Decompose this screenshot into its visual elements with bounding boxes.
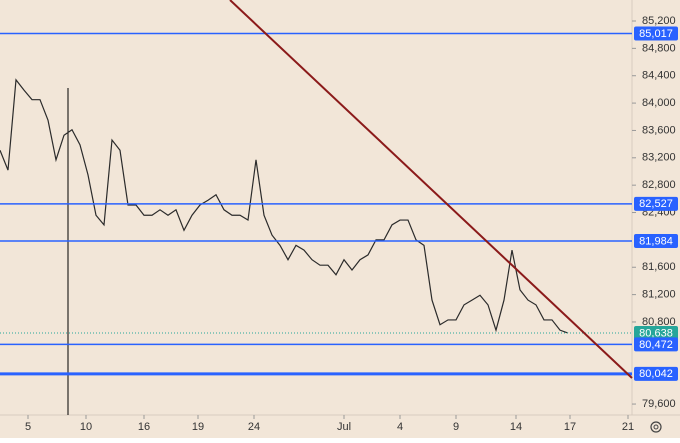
x-tick-label: 10	[80, 421, 92, 433]
y-tick-label: 85,200	[642, 15, 676, 27]
x-tick-label: 14	[510, 421, 522, 433]
x-tick-label: 9	[453, 421, 459, 433]
level-label: 82,527	[639, 198, 673, 210]
level-label: 80,042	[639, 368, 673, 380]
level-label-box	[634, 26, 678, 41]
level-label-box	[634, 233, 678, 248]
level-label-box	[634, 337, 678, 352]
y-tick-label: 83,600	[642, 124, 676, 136]
x-tick-label: 5	[25, 421, 31, 433]
level-label: 80,638	[639, 327, 673, 339]
trend-line	[229, 0, 633, 379]
y-tick-label: 81,200	[642, 289, 676, 301]
level-label-box	[634, 196, 678, 211]
level-label-box	[634, 366, 678, 381]
price-line	[0, 78, 569, 334]
level-label: 81,984	[639, 235, 673, 247]
x-tick-label: 16	[138, 421, 150, 433]
y-tick-label: 83,200	[642, 152, 676, 164]
level-label: 80,472	[639, 339, 673, 351]
x-tick-label: 4	[397, 421, 403, 433]
y-tick-label: 81,600	[642, 261, 676, 273]
level-label-box	[634, 326, 678, 341]
x-tick-label: 17	[564, 421, 576, 433]
x-tick-label: 24	[248, 421, 260, 433]
y-tick-label: 79,600	[642, 398, 676, 410]
level-label: 85,017	[639, 28, 673, 40]
settings-icon[interactable]	[650, 421, 662, 433]
x-tick-label: Jul	[337, 421, 351, 433]
y-tick-label: 84,800	[642, 42, 676, 54]
y-tick-label: 80,800	[642, 316, 676, 328]
y-tick-label: 82,800	[642, 179, 676, 191]
x-tick-label: 21	[622, 421, 634, 433]
x-tick-label: 19	[192, 421, 204, 433]
y-tick-label: 84,000	[642, 97, 676, 109]
y-tick-label: 84,400	[642, 70, 676, 82]
